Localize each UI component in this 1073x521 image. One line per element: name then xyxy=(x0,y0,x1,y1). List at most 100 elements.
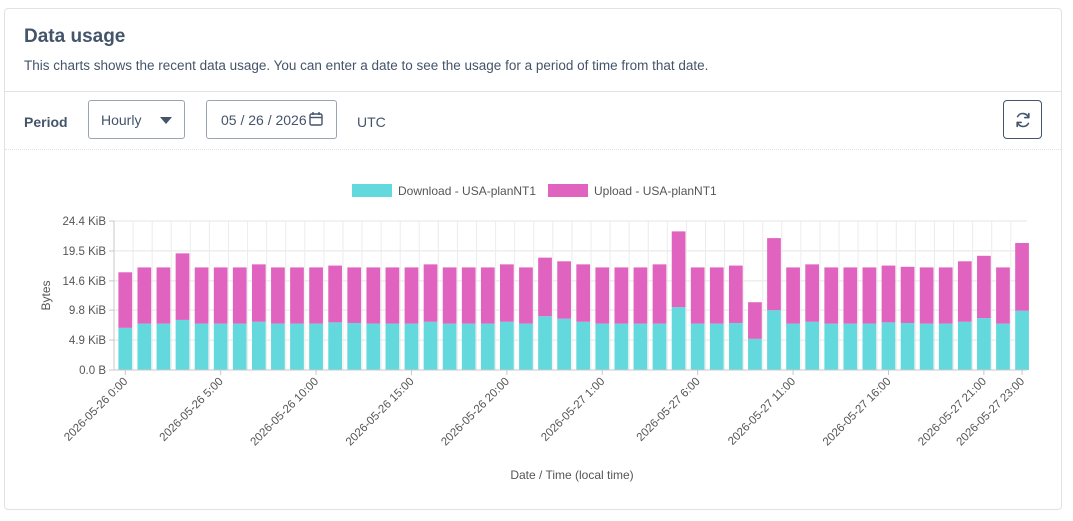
date-input-value: 05 / 26 / 2026 xyxy=(221,112,307,128)
legend-swatch-upload xyxy=(548,184,588,197)
bar-download xyxy=(938,323,953,370)
y-tick-label: 14.6 KiB xyxy=(63,276,107,288)
bar-download xyxy=(423,321,438,370)
bar-download xyxy=(557,318,571,370)
bar-upload xyxy=(442,267,457,324)
bar-upload xyxy=(519,267,533,324)
bar-upload xyxy=(652,264,667,324)
chart-legend: Download - USA-planNT1 Upload - USA-planN… xyxy=(352,184,717,198)
bar-download xyxy=(862,323,877,370)
bar-download xyxy=(366,323,381,370)
usage-chart: Download - USA-planNT1 Upload - USA-planN… xyxy=(39,184,1029,482)
bar-download xyxy=(1015,310,1029,370)
bar-upload xyxy=(919,267,934,324)
bar-upload xyxy=(290,267,304,324)
bar-upload xyxy=(538,257,552,317)
refresh-icon xyxy=(1016,112,1030,128)
bar-upload xyxy=(404,267,419,324)
bar-download xyxy=(881,322,896,370)
bar-download xyxy=(957,321,972,370)
bar-upload xyxy=(767,238,781,311)
y-axis-title: Bytes xyxy=(39,280,53,310)
bar-upload xyxy=(614,267,629,324)
y-tick-label: 24.4 KiB xyxy=(63,216,107,228)
x-tick-label: 2026-05-26 15:00 xyxy=(344,376,417,449)
bar-upload xyxy=(175,253,190,320)
bar-download xyxy=(156,323,171,370)
bar-upload xyxy=(576,264,591,322)
bar-download xyxy=(385,323,400,370)
bar-upload xyxy=(271,267,285,324)
bar-upload xyxy=(881,265,896,323)
bar-download xyxy=(118,327,133,370)
bar-upload xyxy=(977,255,991,319)
card-title: Data usage xyxy=(24,26,126,47)
x-tick-label: 2026-05-26 5:00 xyxy=(158,376,226,444)
bar-upload xyxy=(633,267,648,324)
bar-download xyxy=(461,323,476,370)
bar-upload xyxy=(690,267,705,324)
bar-download xyxy=(519,323,533,370)
bar-upload xyxy=(385,267,400,324)
refresh-button[interactable] xyxy=(1003,100,1042,139)
legend-label-download: Download - USA-planNT1 xyxy=(398,184,536,198)
bar-upload xyxy=(328,265,343,323)
bar-upload xyxy=(671,231,686,308)
bar-upload xyxy=(1015,242,1029,311)
bar-download xyxy=(748,338,762,370)
x-tick-label: 2026-05-27 11:00 xyxy=(726,376,798,448)
bar-upload xyxy=(709,267,724,324)
chart-axes xyxy=(109,220,1027,375)
bar-download xyxy=(194,323,209,370)
bar-download xyxy=(538,316,552,370)
bar-upload xyxy=(996,267,1010,324)
bar-upload xyxy=(118,272,133,328)
x-tick-label: 2026-05-27 6:00 xyxy=(635,376,703,444)
bar-upload xyxy=(900,266,915,323)
bar-upload xyxy=(957,261,972,322)
bar-download xyxy=(442,323,457,370)
bar-download xyxy=(824,323,839,370)
x-tick-label: 2026-05-26 20:00 xyxy=(439,376,512,449)
bar-download xyxy=(614,323,629,370)
x-tick-label: 2026-05-27 21:00 xyxy=(916,376,989,449)
bar-upload xyxy=(728,265,743,323)
bar-download xyxy=(213,323,228,370)
bar-upload xyxy=(156,267,171,324)
bar-download xyxy=(251,321,266,370)
date-input[interactable]: 05 / 26 / 2026 xyxy=(206,100,337,139)
x-tick-label: 2026-05-27 23:00 xyxy=(954,376,1027,449)
bar-download xyxy=(232,323,247,370)
period-label: Period xyxy=(24,114,68,130)
bar-upload xyxy=(461,267,476,324)
bar-download xyxy=(175,319,190,370)
bar-upload xyxy=(213,267,228,324)
card-header: Data usage This charts shows the recent … xyxy=(5,9,1061,92)
bar-upload xyxy=(824,267,839,324)
timezone-label: UTC xyxy=(357,114,386,130)
bar-download xyxy=(290,323,304,370)
calendar-icon[interactable] xyxy=(309,111,323,132)
bar-download xyxy=(728,322,743,370)
bar-download xyxy=(996,323,1010,370)
bar-download xyxy=(480,323,495,370)
bar-download xyxy=(709,323,724,370)
bar-upload xyxy=(423,264,438,322)
x-axis-title: Date / Time (local time) xyxy=(510,468,633,482)
bar-download xyxy=(309,323,323,370)
bar-upload xyxy=(309,267,323,324)
bar-download xyxy=(137,323,152,370)
bar-download xyxy=(404,323,419,370)
y-tick-label: 9.8 KiB xyxy=(69,305,106,317)
bar-download xyxy=(652,323,667,370)
bar-download xyxy=(843,323,858,370)
bar-download xyxy=(919,323,934,370)
card-description: This charts shows the recent data usage.… xyxy=(24,58,709,73)
period-select[interactable]: Hourly xyxy=(88,100,185,139)
bar-upload xyxy=(938,267,953,324)
x-tick-label: 2026-05-26 10:00 xyxy=(248,376,321,449)
bar-upload xyxy=(595,267,610,324)
bar-download xyxy=(767,310,781,370)
y-tick-label: 4.9 KiB xyxy=(69,335,106,347)
x-tick-label: 2026-05-27 16:00 xyxy=(821,376,894,449)
